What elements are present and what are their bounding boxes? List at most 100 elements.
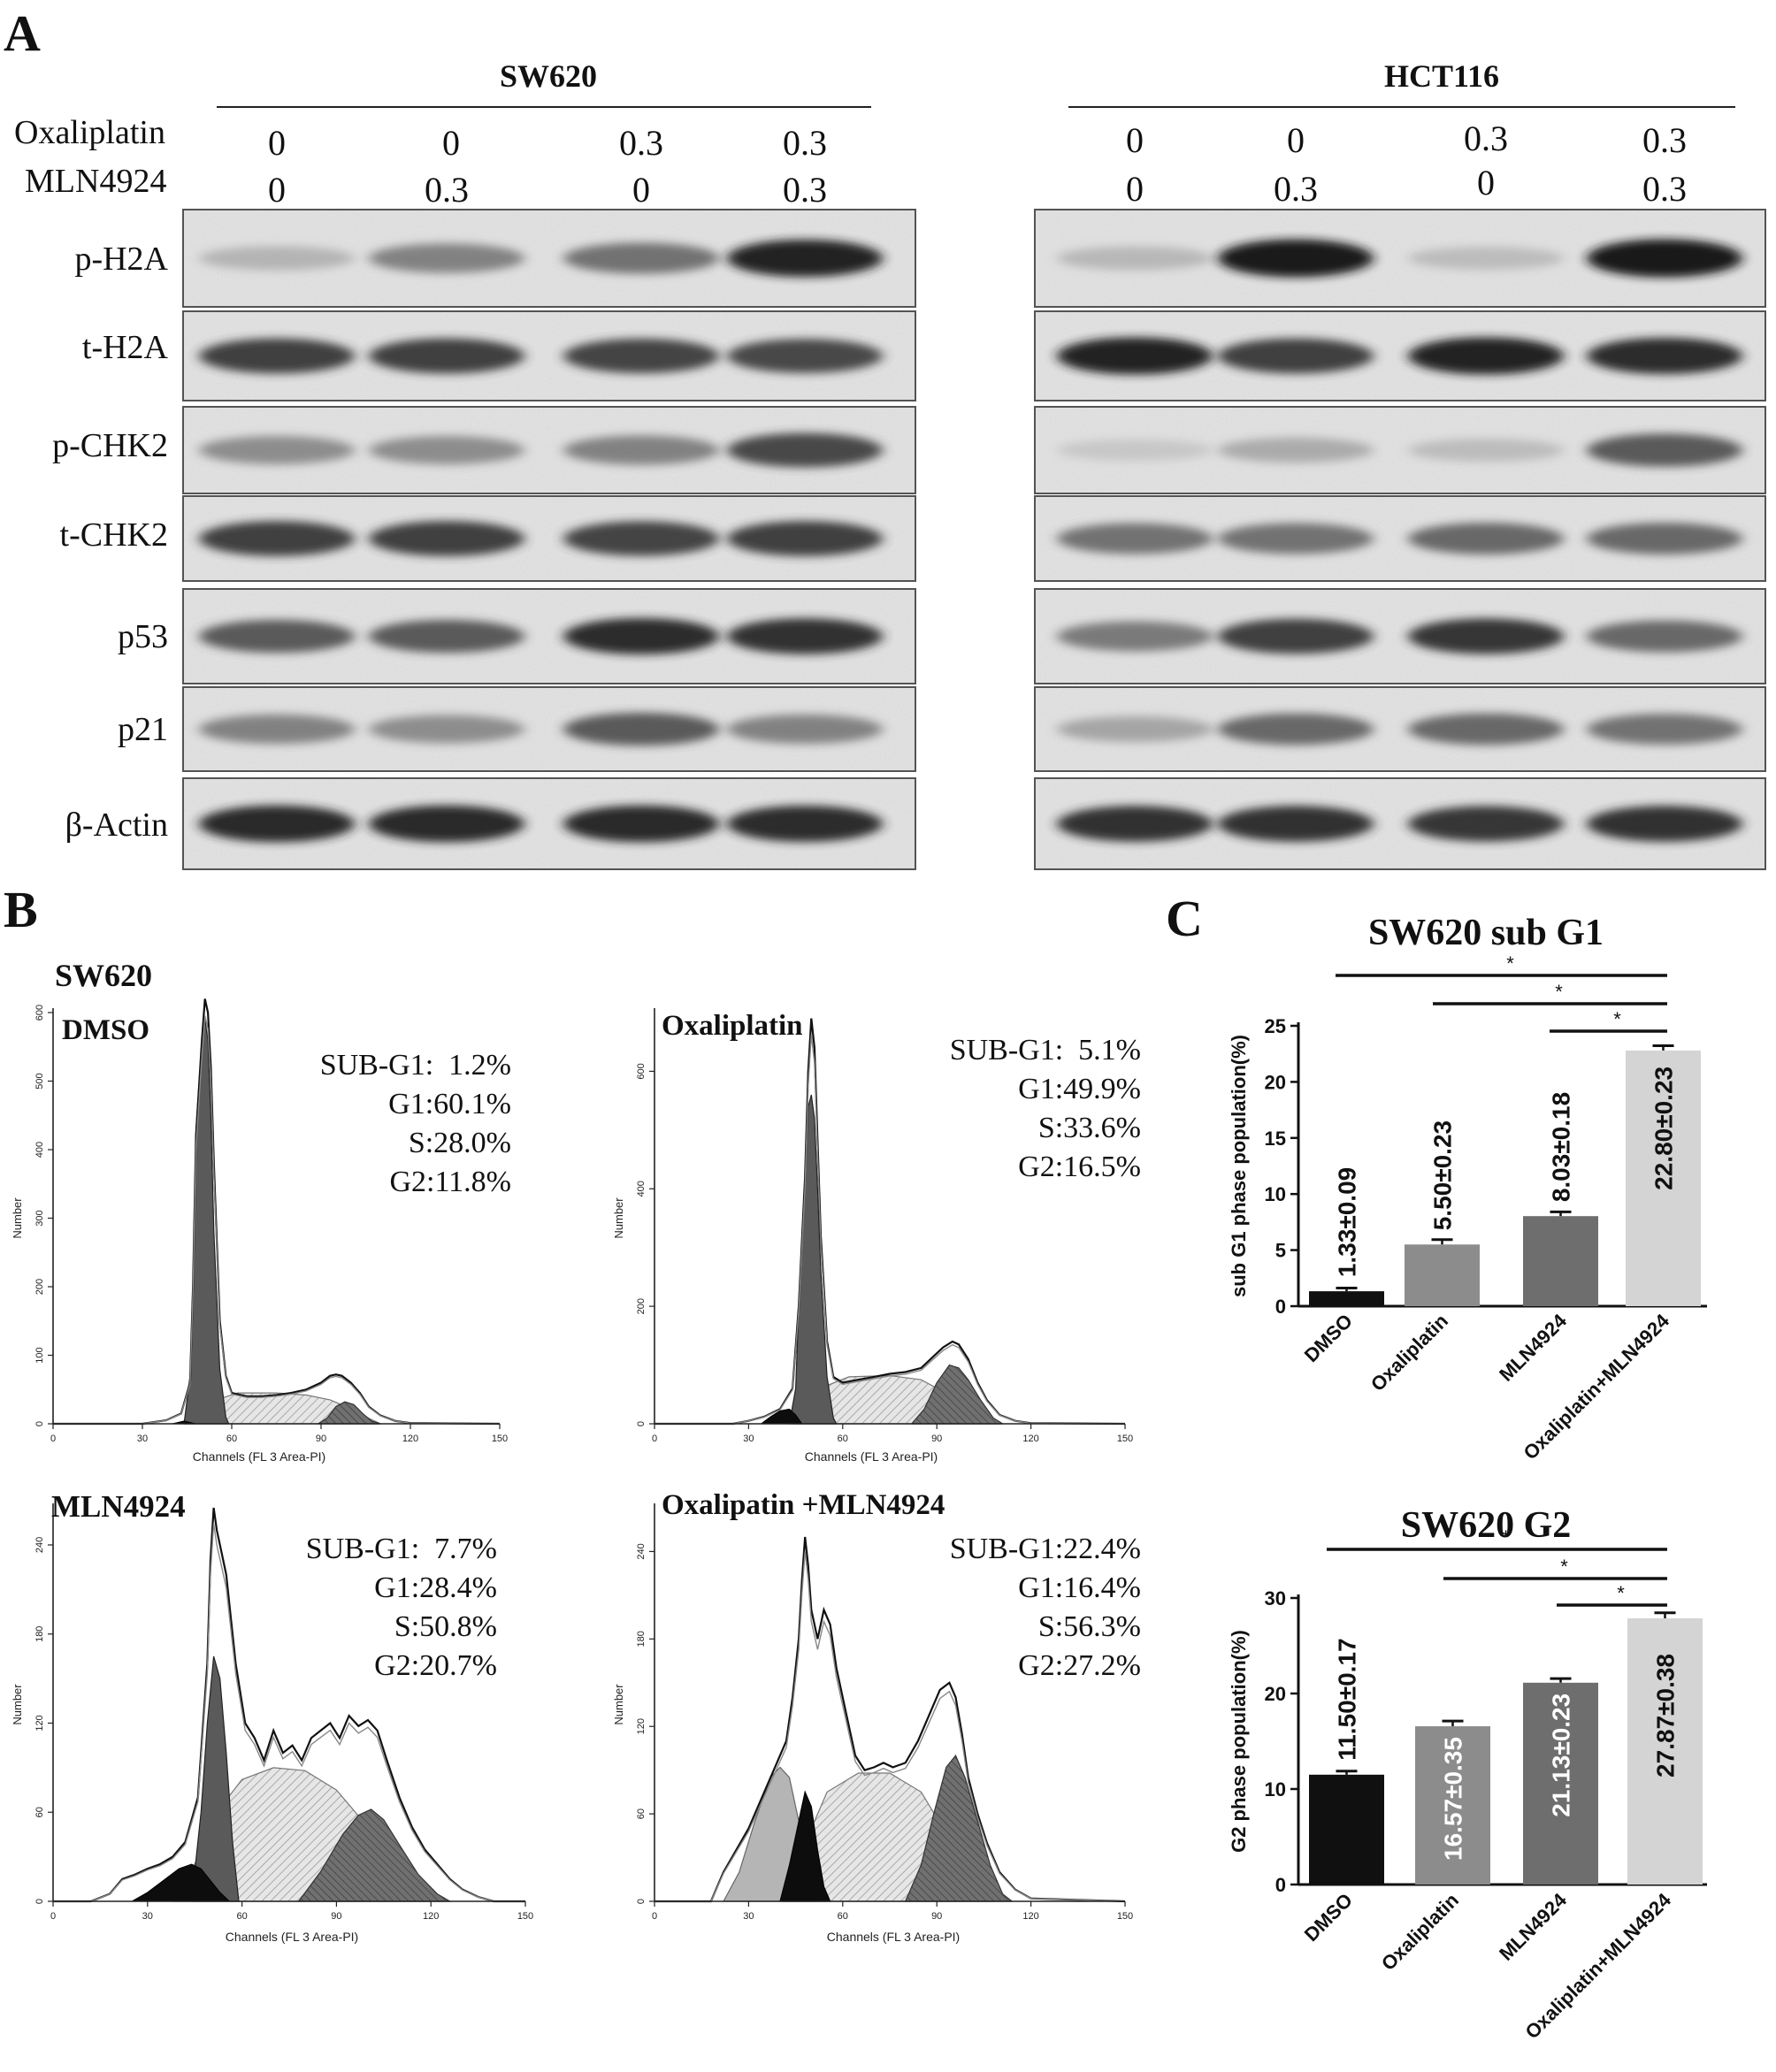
sw620-t-chk2-blot bbox=[182, 495, 916, 582]
mln4924-row-label: MLN4924 bbox=[25, 163, 166, 200]
hct116-actin-blot bbox=[1034, 777, 1766, 870]
hct116-p53-blot bbox=[1034, 588, 1766, 684]
phase-stat-2: G1:16.4% bbox=[1018, 1571, 1141, 1604]
bar-mln4924 bbox=[1523, 1216, 1598, 1306]
protein-label-p21: p21 bbox=[118, 711, 168, 748]
x-tick-label: 60 bbox=[838, 1911, 848, 1922]
significance-label: * bbox=[1613, 1008, 1621, 1030]
y-tick-label: 0 bbox=[34, 1899, 45, 1904]
model-fit-trace bbox=[655, 1551, 1126, 1902]
category-label: Oxaliplatin bbox=[1377, 1889, 1463, 1975]
y-tick-label: 30 bbox=[1265, 1587, 1286, 1609]
y-tick-label: 600 bbox=[34, 1005, 45, 1021]
y-tick-label: 300 bbox=[34, 1210, 45, 1226]
sw620-actin-band-lane-2 bbox=[369, 805, 524, 843]
y-tick-label: 120 bbox=[636, 1718, 647, 1734]
y-tick-label: 20 bbox=[1265, 1683, 1286, 1705]
phase-stat-3: S:50.8% bbox=[394, 1610, 497, 1643]
sw620-p-h2a-band-lane-2 bbox=[369, 243, 524, 273]
panel-b-cell-line-label: SW620 bbox=[55, 958, 152, 993]
panel-a-letter: A bbox=[4, 4, 41, 62]
sw620-p-h2a-blot bbox=[182, 209, 916, 308]
hct116-p-chk2-blot bbox=[1034, 406, 1766, 494]
bar-dmso bbox=[1309, 1291, 1384, 1306]
sw620-t-chk2-band-lane-4 bbox=[727, 521, 883, 556]
significance-label: * bbox=[1555, 981, 1563, 1003]
phase-stat-4: G2:11.8% bbox=[389, 1166, 511, 1198]
y-tick-label: 0 bbox=[1275, 1874, 1286, 1896]
bar-oxaliplatin bbox=[1415, 1726, 1490, 1885]
x-tick-label: 90 bbox=[316, 1434, 326, 1444]
bar-value-label: 16.57±0.35 bbox=[1440, 1737, 1467, 1861]
histogram-oxaliplatin: 0 30 60 90 120 150 0 200 400 600 Channels (FL 3 Ar… bbox=[612, 1008, 1141, 1464]
hct116-t-chk2-band-lane-1 bbox=[1057, 523, 1213, 554]
sw620-p53-band-lane-3 bbox=[563, 617, 719, 655]
bar-value-label: 27.87±0.38 bbox=[1652, 1654, 1680, 1778]
x-tick-label: 0 bbox=[652, 1434, 657, 1444]
hct116-p53-band-lane-1 bbox=[1057, 621, 1213, 652]
hct116-p21-band-lane-3 bbox=[1408, 713, 1564, 745]
bar-value-label: 11.50±0.17 bbox=[1334, 1638, 1361, 1760]
significance-label: * bbox=[1502, 1526, 1510, 1548]
hct116-p53-band-lane-3 bbox=[1408, 618, 1564, 654]
significance-label: * bbox=[1506, 952, 1514, 975]
y-tick-label: 120 bbox=[34, 1715, 45, 1731]
hct116-p-h2a-band-lane-4 bbox=[1587, 239, 1742, 278]
sw620-t-h2a-band-lane-2 bbox=[369, 338, 524, 374]
x-axis-title: Channels (FL 3 Area-PI) bbox=[827, 1930, 960, 1944]
sw620-p-chk2-band-lane-3 bbox=[563, 435, 719, 465]
phase-stat-4: G2:16.5% bbox=[1018, 1151, 1141, 1183]
y-tick-label: 0 bbox=[636, 1899, 647, 1904]
sw620-lane2-oxaliplatin-dose: 0 bbox=[442, 123, 460, 163]
x-axis-title: Channels (FL 3 Area-PI) bbox=[226, 1930, 358, 1944]
sw620-t-h2a-blot bbox=[182, 310, 916, 401]
hct116-p-h2a-band-lane-2 bbox=[1218, 239, 1374, 278]
sw620-p-h2a-band-lane-4 bbox=[727, 239, 883, 278]
y-tick-label: 200 bbox=[34, 1279, 45, 1295]
y-tick-label: 60 bbox=[34, 1807, 45, 1817]
protein-label-t-chk2: t-CHK2 bbox=[60, 516, 168, 554]
sw620-actin-band-lane-1 bbox=[199, 805, 355, 843]
phase-stat-3: S:56.3% bbox=[1038, 1610, 1141, 1643]
sw620-p21-band-lane-3 bbox=[563, 712, 719, 746]
sw620-lane3-mln4924-dose: 0 bbox=[632, 170, 650, 210]
x-tick-label: 60 bbox=[226, 1434, 237, 1444]
y-tick-label: 500 bbox=[34, 1073, 45, 1089]
hct116-t-chk2-band-lane-2 bbox=[1218, 523, 1374, 554]
y-tick-label: 180 bbox=[636, 1631, 647, 1647]
sw620-lane3-oxaliplatin-dose: 0.3 bbox=[619, 123, 663, 163]
hct116-p21-band-lane-4 bbox=[1587, 714, 1742, 745]
phase-stat-1: SUB-G1: 1.2% bbox=[320, 1049, 511, 1082]
sw620-p21-band-lane-1 bbox=[199, 714, 355, 745]
y-tick-label: 400 bbox=[636, 1181, 647, 1197]
x-tick-label: 0 bbox=[50, 1434, 56, 1444]
sw620-actin-band-lane-4 bbox=[727, 805, 883, 843]
bar-dmso bbox=[1309, 1774, 1384, 1885]
x-axis-title: Channels (FL 3 Area-PI) bbox=[193, 1449, 325, 1464]
x-tick-label: 90 bbox=[931, 1434, 942, 1444]
hct116-actin-band-lane-2 bbox=[1218, 806, 1374, 842]
category-label: DMSO bbox=[1300, 1889, 1357, 1946]
y-tick-label: 200 bbox=[636, 1298, 647, 1314]
bar-oxaliplatin bbox=[1405, 1244, 1480, 1306]
y-tick-label: 15 bbox=[1265, 1128, 1286, 1150]
x-tick-label: 120 bbox=[402, 1434, 418, 1444]
category-label: MLN4924 bbox=[1495, 1309, 1572, 1386]
histogram-title: Oxalipatin +MLN4924 bbox=[662, 1489, 945, 1521]
phase-stat-4: G2:20.7% bbox=[374, 1649, 497, 1682]
phase-stat-1: SUB-G1: 5.1% bbox=[950, 1034, 1141, 1067]
sw620-p53-blot bbox=[182, 588, 916, 684]
sw620-t-chk2-band-lane-3 bbox=[563, 521, 719, 556]
y-tick-label: 20 bbox=[1265, 1071, 1286, 1093]
sw620-p21-band-lane-4 bbox=[727, 714, 883, 745]
x-tick-label: 90 bbox=[331, 1911, 341, 1922]
phase-stat-2: G1:60.1% bbox=[388, 1088, 511, 1120]
sw620-t-chk2-band-lane-2 bbox=[369, 521, 524, 556]
hct116-p-h2a-band-lane-3 bbox=[1408, 247, 1564, 270]
x-tick-label: 150 bbox=[1117, 1911, 1133, 1922]
hct116-p-chk2-band-lane-1 bbox=[1057, 439, 1213, 462]
hct116-t-chk2-band-lane-4 bbox=[1587, 523, 1742, 554]
y-tick-label: 100 bbox=[34, 1347, 45, 1363]
hct116-p21-blot bbox=[1034, 686, 1766, 772]
